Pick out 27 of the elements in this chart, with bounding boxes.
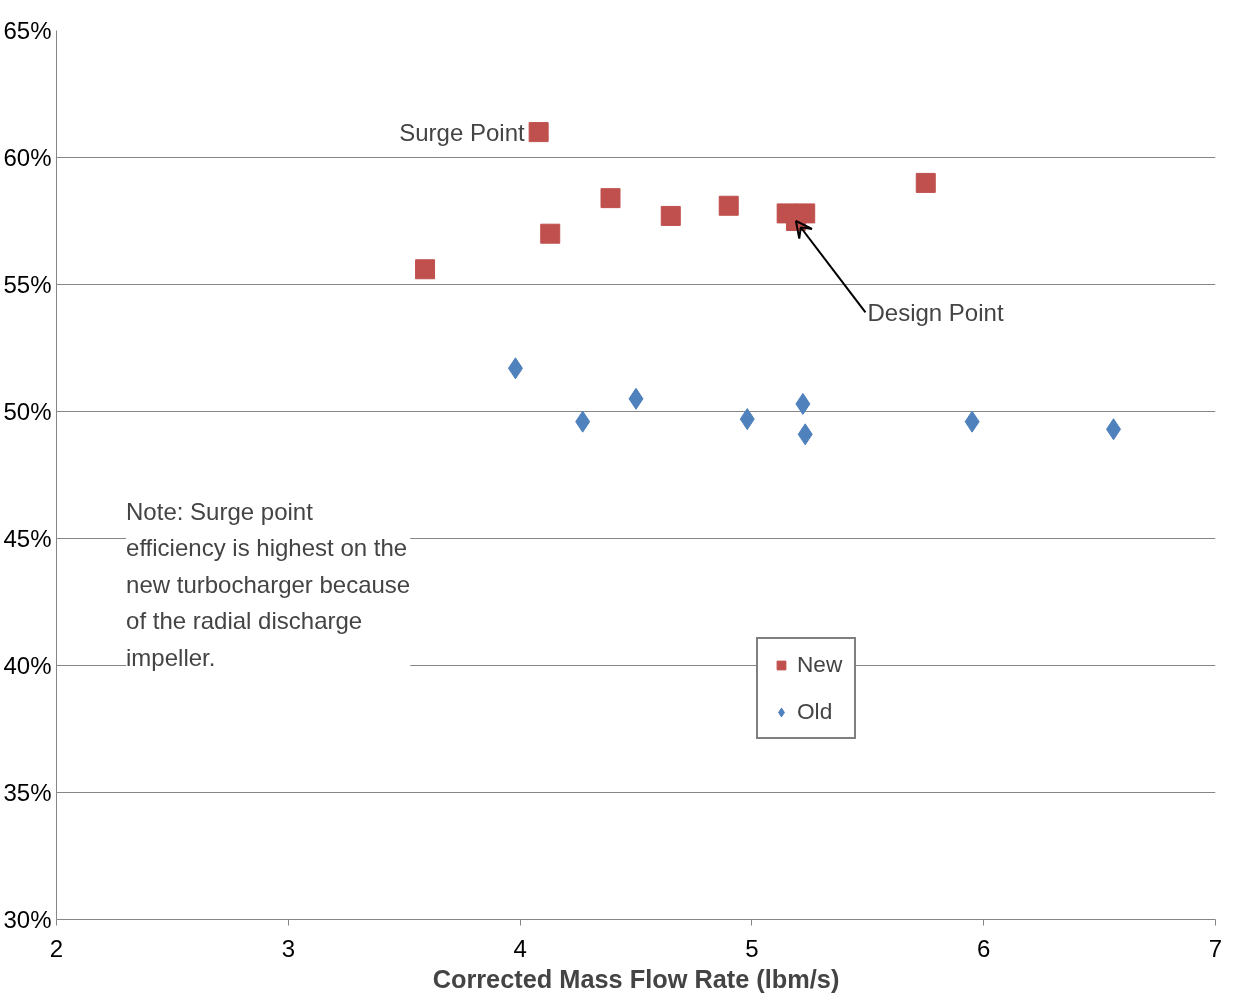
x-axis-title: Corrected Mass Flow Rate (lbm/s) bbox=[432, 964, 840, 993]
point bbox=[540, 223, 561, 244]
y-tick-label: 30% bbox=[3, 906, 52, 933]
y-tick-label: 40% bbox=[3, 652, 52, 679]
y-tick-label: 55% bbox=[3, 271, 52, 298]
x-tick-label: 5 bbox=[745, 934, 759, 962]
point bbox=[660, 205, 681, 226]
point bbox=[528, 122, 549, 143]
y-tick-label: 45% bbox=[3, 525, 52, 552]
point bbox=[415, 259, 436, 280]
x-tick-label: 7 bbox=[1208, 934, 1223, 962]
y-tick-label: 35% bbox=[3, 779, 52, 806]
y-tick-label: 65% bbox=[3, 17, 52, 44]
x-tick-label: 4 bbox=[513, 934, 527, 962]
y-tick-label: 60% bbox=[3, 144, 52, 171]
annotation: Design Point bbox=[867, 298, 1004, 326]
annotation: Surge Point bbox=[399, 118, 525, 146]
x-tick-label: 2 bbox=[49, 934, 64, 962]
legend-label: New bbox=[797, 651, 843, 678]
y-tick-label: 50% bbox=[3, 398, 52, 425]
x-tick-label: 3 bbox=[281, 934, 295, 962]
point bbox=[915, 172, 936, 193]
legend-label: Old bbox=[797, 698, 833, 725]
point bbox=[600, 188, 621, 209]
x-tick-label: 6 bbox=[977, 934, 991, 962]
annotation: Note: Surge point efficiency is highest on the new turbocharger because of the radial discharge impeller. bbox=[126, 497, 411, 671]
point bbox=[718, 195, 739, 216]
